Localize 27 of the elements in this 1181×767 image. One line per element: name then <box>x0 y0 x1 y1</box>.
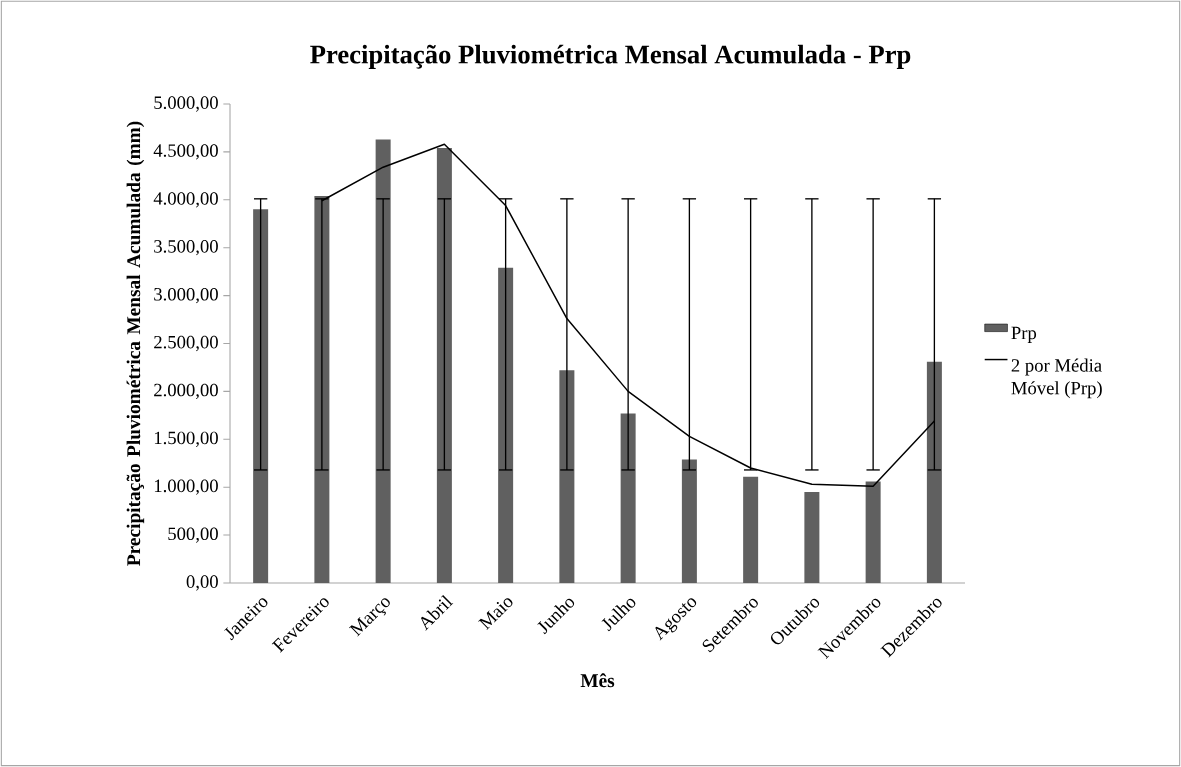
y-tick-label: 0,00 <box>186 575 218 591</box>
y-tick-label: 4.500,00 <box>153 144 218 160</box>
bar <box>743 476 759 583</box>
bar <box>865 481 881 583</box>
bar <box>804 491 820 583</box>
x-axis-title: Mês <box>580 673 615 688</box>
bar <box>498 267 514 583</box>
bar <box>559 370 575 583</box>
y-tick-label: 4.000,00 <box>153 192 218 208</box>
y-tick-label: 2.500,00 <box>154 335 218 352</box>
y-tick-label: 1.500,00 <box>154 431 218 447</box>
bar <box>681 459 697 583</box>
bar <box>436 148 452 583</box>
legend-label: 2 por Média Móvel (Prp) <box>1011 358 1102 399</box>
y-tick-label: 3.000,00 <box>154 287 218 304</box>
y-tick-label: 1.000,00 <box>154 479 218 495</box>
y-tick-label: 500,00 <box>168 527 218 543</box>
bar <box>926 361 942 583</box>
y-tick-label: 3.500,00 <box>154 240 218 256</box>
y-axis-title: Precipitação Pluviométrica Mensal Acumulada (mm) <box>126 121 145 566</box>
legend-label: Prp <box>1011 326 1037 344</box>
chart-title: Precipitação Pluviométrica Mensal Acumulada - Prp <box>310 44 911 69</box>
bar <box>375 139 391 583</box>
bar <box>253 209 269 583</box>
y-tick-label: 5.000,00 <box>154 96 218 112</box>
bar <box>620 413 636 583</box>
y-tick-label: 2.000,00 <box>154 383 218 400</box>
